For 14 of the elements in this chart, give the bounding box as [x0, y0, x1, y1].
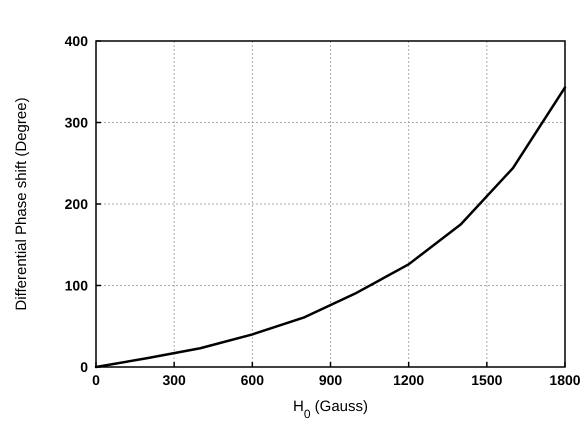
y-tick-label: 400 [64, 33, 88, 49]
x-axis-title: H$_{0}$ (Gauss) [292, 398, 368, 421]
x-tick-label: 600 [240, 372, 264, 388]
x-tick-label: 1200 [393, 372, 424, 388]
y-axis-title: Differential Phase shift (Degree) [13, 97, 30, 311]
x-tick-label: 0 [92, 372, 100, 388]
y-tick-label: 0 [80, 359, 88, 375]
x-tick-label: 1500 [471, 372, 503, 388]
x-tick-label: 1800 [549, 372, 581, 388]
x-tick-label: 300 [162, 372, 186, 388]
y-tick-label: 300 [64, 114, 88, 130]
y-tick-label: 100 [64, 278, 88, 294]
y-tick-label: 200 [64, 196, 88, 212]
x-tick-label: 900 [318, 372, 342, 388]
